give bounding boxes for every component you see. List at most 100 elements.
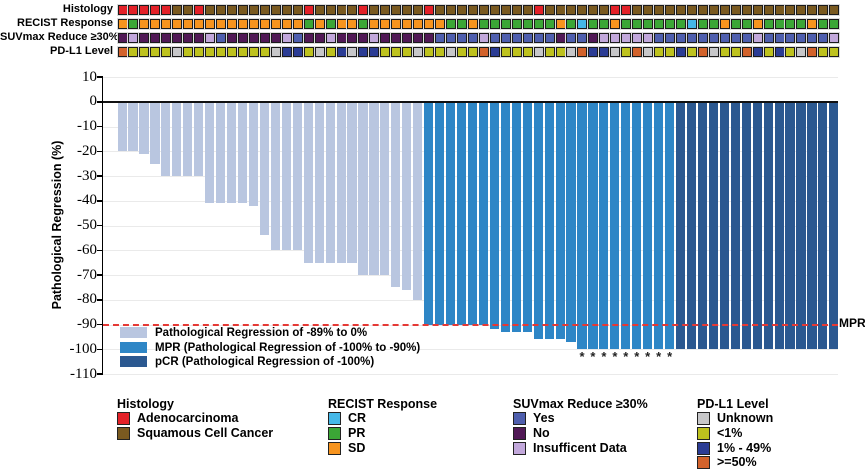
annotation-cell [741,33,752,43]
annotation-cell [183,47,194,57]
annotation-cell [708,33,719,43]
annotation-cell [522,47,533,57]
annotation-cell [248,19,259,29]
legend-swatch [328,412,341,425]
annotation-cell [796,5,807,15]
annotation-cell [730,47,741,57]
annotation-cell [248,5,259,15]
annotation-cell [128,5,139,15]
annotation-cell [402,19,413,29]
annotation-cell [588,47,599,57]
track-label: PD-L1 Level [50,45,113,57]
regression-bar [522,101,532,332]
mpr-line-label: MPR [839,316,865,330]
annotation-cell [719,19,730,29]
legend-swatch [117,412,130,425]
tick-mark [97,299,103,301]
annotation-cell [259,33,270,43]
annotation-cell [292,47,303,57]
annotation-cell [336,5,347,15]
annotation-cell [665,47,675,57]
regression-bar [763,101,773,350]
tick-label: -40 [77,192,97,209]
annotation-cell [161,5,172,15]
annotation-cell [829,47,840,57]
annotation-cell [314,19,325,29]
annotation-cell [259,47,270,57]
annotation-cell [358,19,369,29]
annotation-cell [248,47,259,57]
annotation-cell [435,33,446,43]
annotation-cell [665,5,675,15]
annotation-cell [588,19,599,29]
tick-label: -30 [77,167,97,184]
y-axis-title: Pathological Regression (%) [50,140,64,310]
annotation-cell [237,19,248,29]
regression-bar [259,101,270,236]
regression-bar [303,101,313,263]
annotation-cell [654,5,665,15]
legend-swatch [328,441,341,455]
annotation-cell [237,47,248,57]
legend-swatch [117,426,130,440]
annotation-cell [511,33,522,43]
annotation-cell [402,5,413,15]
regression-bar [500,101,510,332]
tick-mark [97,125,103,128]
annotation-cell [785,19,796,29]
annotation-cell [665,19,675,29]
regression-bar [281,101,291,251]
annotation-cell [522,33,533,43]
annotation-cell [139,19,150,29]
annotation-cell [654,19,665,29]
annotation-cell [643,19,654,29]
annotation-cell [632,19,643,29]
annotation-cell [281,33,292,43]
annotation-cell [139,47,150,57]
annotation-cell [829,19,840,29]
annotation-cell [424,47,435,57]
annotation-cell [686,47,697,57]
legend-item-label: Squamous Cell Cancer [137,425,274,440]
annotation-cell [150,33,161,43]
annotation-cell [248,33,259,43]
annotation-cell [610,47,621,57]
legend-item-label: No [533,425,550,440]
legend-item-label: Yes [533,411,555,425]
annotation-cell [467,5,478,15]
regression-bar [347,101,357,263]
annotation-cell [697,5,708,15]
annotation-cell [544,47,555,57]
regression-bar [237,101,248,204]
annotation-cell [424,33,435,43]
annotation-cell [172,47,183,57]
legend-item-label: <1% [717,425,743,440]
annotation-cell [544,5,555,15]
annotation-cell [697,33,708,43]
annotation-cell [369,19,380,29]
annotation-cell [259,5,270,15]
annotation-cell [292,33,303,43]
annotation-cell [183,33,194,43]
annotation-cell [555,47,566,57]
annotation-cell [489,33,500,43]
annotation-cell [172,5,183,15]
regression-bar [686,101,697,350]
track-label: Histology [62,3,113,15]
track-label: SUVmax Reduce ≥30% [0,31,119,43]
annotation-cell [752,5,763,15]
legend-swatch [697,441,710,455]
annotation-cell [292,5,303,15]
legend-item-label: SD [348,440,366,455]
annotation-cell [818,47,829,57]
annotation-cell [763,47,774,57]
regression-bar [730,101,740,350]
regression-bar [796,101,806,350]
regression-bar [719,101,729,350]
annotation-cell [829,33,840,43]
regression-bar [216,101,226,204]
tick-mark [97,274,103,276]
annotation-cell [314,5,325,15]
regression-bar [456,101,467,325]
tick-mark [97,348,103,350]
